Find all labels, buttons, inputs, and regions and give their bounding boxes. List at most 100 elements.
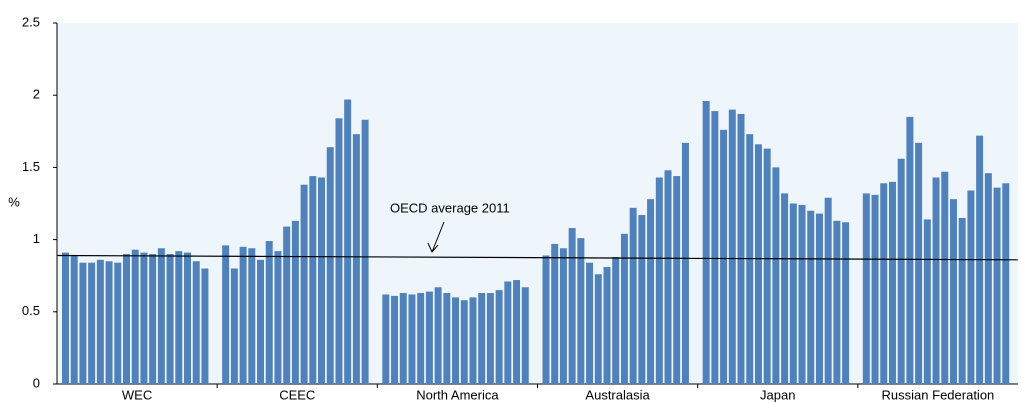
bar: [318, 177, 326, 384]
bar: [664, 170, 672, 384]
x-group-label: Japan: [760, 387, 795, 402]
bar: [824, 197, 832, 384]
bar: [577, 238, 585, 384]
bar: [629, 207, 637, 384]
bar: [888, 181, 896, 384]
bar: [469, 297, 477, 384]
bar: [443, 293, 451, 384]
bar: [382, 294, 390, 384]
bar: [763, 148, 771, 384]
y-tick-label: 2.5: [22, 14, 40, 29]
bar: [984, 173, 992, 384]
bar: [123, 254, 130, 384]
bar: [434, 287, 442, 384]
bar: [513, 280, 521, 384]
bar: [391, 295, 399, 384]
bar: [958, 217, 966, 384]
reference-label: OECD average 2011: [390, 200, 510, 215]
bar: [559, 248, 567, 384]
bar: [772, 167, 780, 384]
bar: [300, 184, 308, 384]
bar: [352, 134, 360, 384]
bar: [941, 171, 949, 384]
bar: [62, 252, 69, 384]
bar: [551, 243, 559, 384]
bar: [807, 210, 815, 384]
y-tick-label: 1.5: [22, 159, 40, 174]
bar: [230, 268, 238, 384]
bar: [594, 274, 602, 384]
bar: [70, 255, 78, 384]
bar: [862, 193, 870, 384]
reference-line: [56, 254, 1019, 261]
bar: [842, 222, 850, 384]
bar: [408, 294, 416, 384]
bar: [222, 245, 230, 384]
bar: [265, 241, 273, 384]
bar: [166, 254, 174, 384]
bar: [871, 194, 879, 384]
bar: [309, 176, 317, 384]
bar: [140, 252, 148, 384]
bar: [833, 220, 841, 384]
bar: [1002, 183, 1010, 384]
y-tick-label: 0: [33, 375, 40, 390]
bar: [344, 99, 352, 385]
bar: [789, 203, 797, 384]
bar: [521, 287, 529, 384]
bar: [542, 255, 550, 384]
bar: [257, 259, 265, 384]
y-axis-label: %: [8, 194, 20, 209]
bar: [274, 251, 282, 384]
x-group-label: Australasia: [585, 387, 650, 402]
bar: [880, 183, 888, 384]
y-tick-label: 1: [33, 231, 40, 246]
y-tick-label: 2: [33, 87, 40, 102]
bar: [737, 113, 745, 385]
bar: [711, 111, 719, 385]
bar: [568, 228, 576, 384]
bar: [239, 246, 247, 384]
bar: [932, 177, 940, 384]
bar: [175, 251, 183, 384]
bar: [647, 199, 655, 384]
bar: [88, 262, 96, 384]
bar: [283, 226, 291, 384]
bar: [967, 190, 975, 384]
bar: [201, 268, 209, 384]
bar: [655, 177, 663, 384]
bar: [897, 158, 905, 384]
bar: [105, 261, 113, 384]
x-group-label: CEEC: [279, 387, 315, 402]
bar: [149, 254, 157, 384]
bar: [495, 290, 503, 384]
bar: [638, 215, 646, 384]
annotation-arrow: [427, 221, 445, 253]
bar: [728, 109, 736, 384]
bar: [335, 118, 343, 384]
bar: [612, 256, 620, 384]
bar: [399, 293, 407, 384]
bar: [248, 248, 256, 384]
bar: [79, 262, 87, 384]
x-group-label: North America: [416, 387, 499, 402]
bar: [184, 252, 191, 384]
bar: [417, 293, 425, 384]
bar: [798, 204, 806, 384]
bar: [681, 142, 689, 384]
bar: [452, 297, 460, 384]
bar: [673, 176, 681, 384]
bar: [114, 262, 122, 384]
bar: [949, 199, 957, 384]
bar: [720, 129, 728, 384]
bar: [326, 147, 334, 384]
bar: [923, 219, 931, 384]
bar: [291, 220, 299, 384]
bar: [192, 261, 200, 384]
bar: [425, 291, 433, 384]
bar: [815, 213, 823, 384]
bar: [361, 119, 369, 385]
bar: [603, 267, 611, 384]
plot-background: [57, 23, 1018, 384]
